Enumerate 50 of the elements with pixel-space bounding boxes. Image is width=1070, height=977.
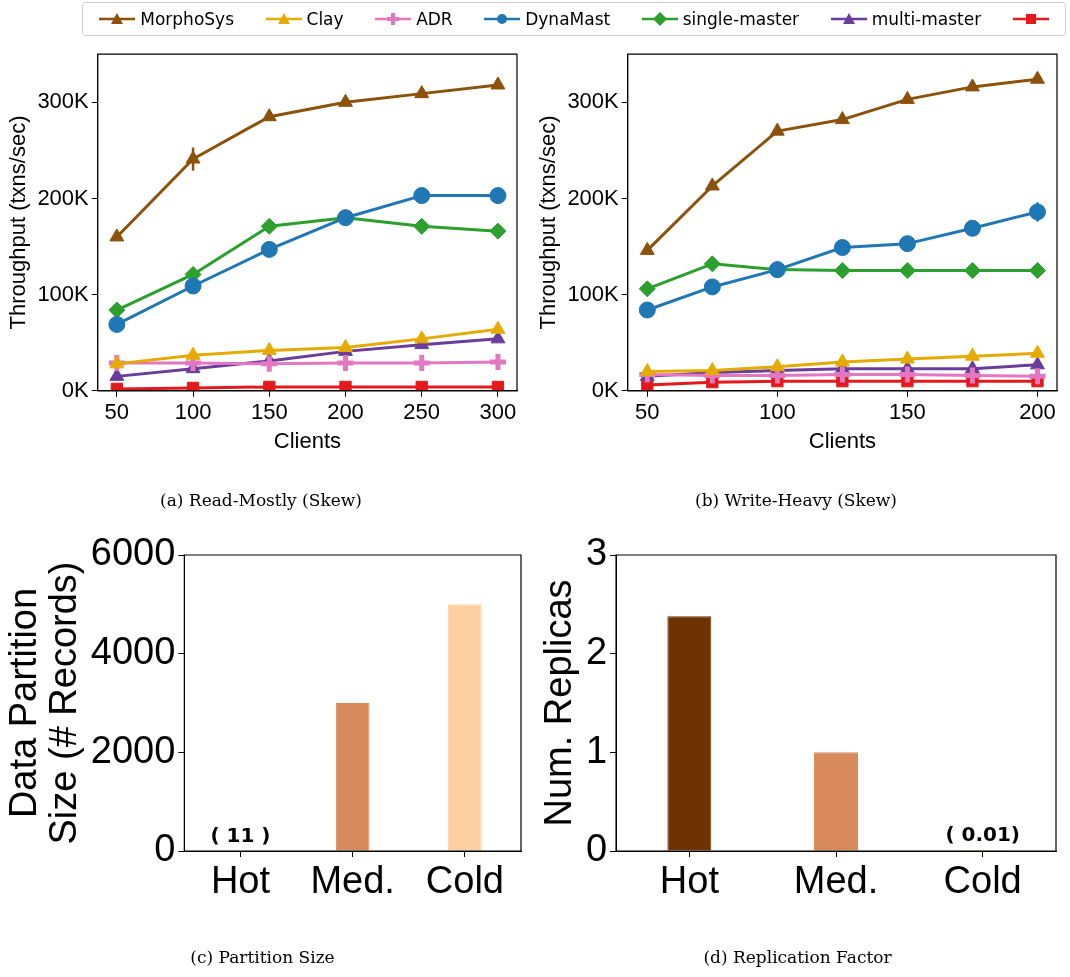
y-axis-title: Num. Replicas	[537, 579, 580, 827]
y-tick-label: 1	[585, 728, 608, 771]
x-tick-label: 150	[250, 399, 288, 425]
x-tick-label: Med.	[793, 859, 879, 902]
legend-label: DynaMast	[525, 9, 611, 29]
x-tick-label: 250	[403, 399, 441, 425]
y-tick-label: 100K	[37, 280, 90, 306]
x-tick-label: 50	[104, 399, 130, 425]
x-axis-title: Clients	[273, 428, 342, 454]
y-tick-label: 300K	[37, 88, 90, 114]
y-tick-label: 0	[585, 827, 608, 870]
y-tick-label: 200K	[37, 184, 90, 210]
y-tick-label: 4000	[90, 630, 176, 673]
y-tick-label: 6000	[90, 531, 176, 574]
x-tick-label: 150	[889, 399, 926, 425]
legend-label: ADR	[416, 9, 453, 29]
x-tick-label: 100	[174, 399, 212, 425]
text: (c) Partition Size	[190, 947, 335, 968]
y-axis-title: Throughput (txns/sec)	[535, 115, 561, 330]
legend-label: single-master	[682, 9, 800, 29]
data-label: ( 11 )	[210, 822, 271, 847]
x-tick-label: Cold	[943, 859, 1022, 902]
legend-label: MorphoSys	[140, 9, 234, 29]
y-axis-title: Throughput (txns/sec)	[5, 115, 31, 330]
x-tick-label: Med.	[310, 859, 395, 902]
x-tick-label: 100	[759, 399, 796, 425]
y-tick-label: 2	[585, 630, 608, 673]
legend-label: Clay	[306, 9, 344, 29]
y-tick-label: 0	[154, 827, 176, 870]
legend-label: multi-master	[871, 9, 982, 29]
y-tick-label: 300K	[567, 88, 620, 114]
x-tick-label: 300	[479, 399, 517, 425]
x-tick-label: 200	[327, 399, 364, 425]
text: (b) Write-Heavy (Skew)	[695, 490, 897, 511]
x-tick-label: 50	[635, 399, 660, 425]
y-axis-title: Data Partition Size (# Records)	[2, 561, 85, 845]
text: (d) Replication Factor	[703, 947, 893, 968]
y-tick-label: 100K	[567, 280, 620, 306]
data-label: ( 0.01)	[945, 822, 1020, 847]
x-tick-label: Hot	[659, 859, 720, 902]
y-tick-label: 0K	[61, 376, 90, 402]
y-tick-label: 200K	[567, 184, 620, 210]
x-tick-label: Hot	[210, 859, 271, 902]
y-tick-label: 0K	[591, 376, 620, 402]
y-tick-label: 2000	[90, 728, 176, 771]
x-tick-label: 200	[1019, 399, 1056, 425]
text: (a) Read-Mostly (Skew)	[160, 490, 362, 511]
y-tick-label: 3	[585, 531, 608, 574]
x-tick-label: Cold	[425, 859, 504, 902]
x-axis-title: Clients	[808, 428, 877, 454]
